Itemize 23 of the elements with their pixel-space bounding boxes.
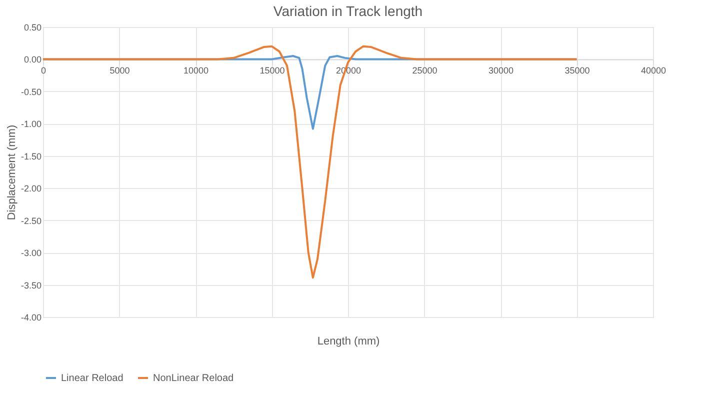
y-tick-label: 0.50 xyxy=(24,22,42,32)
x-tick-label: 5000 xyxy=(110,66,130,76)
x-axis-title: Length (mm) xyxy=(317,336,380,348)
y-tick-label: -1.50 xyxy=(20,151,42,162)
chart-title: Variation in Track length xyxy=(273,3,423,19)
y-tick-label: -0.50 xyxy=(20,86,42,97)
y-tick-label: -3.00 xyxy=(20,248,42,258)
x-tick-label: 40000 xyxy=(640,66,666,76)
y-tick-label: -3.50 xyxy=(20,280,42,290)
legend-label: NonLinear Reload xyxy=(153,373,234,384)
x-tick-label: 0 xyxy=(40,66,46,76)
legend-label: Linear Reload xyxy=(61,373,124,384)
x-tick-label: 30000 xyxy=(488,66,514,76)
y-tick-label: -4.00 xyxy=(20,312,42,322)
y-tick-label: 0.00 xyxy=(24,54,42,65)
y-tick-label: -2.50 xyxy=(20,216,42,226)
y-axis-title: Displacement (mm) xyxy=(6,124,18,220)
y-tick-label: -2.00 xyxy=(20,184,42,194)
x-tick-label: 15000 xyxy=(260,66,285,76)
x-tick-label: 35000 xyxy=(564,66,590,76)
x-tick-label: 10000 xyxy=(183,66,209,76)
y-tick-label: -1.00 xyxy=(20,119,42,130)
x-tick-label: 25000 xyxy=(412,66,438,76)
